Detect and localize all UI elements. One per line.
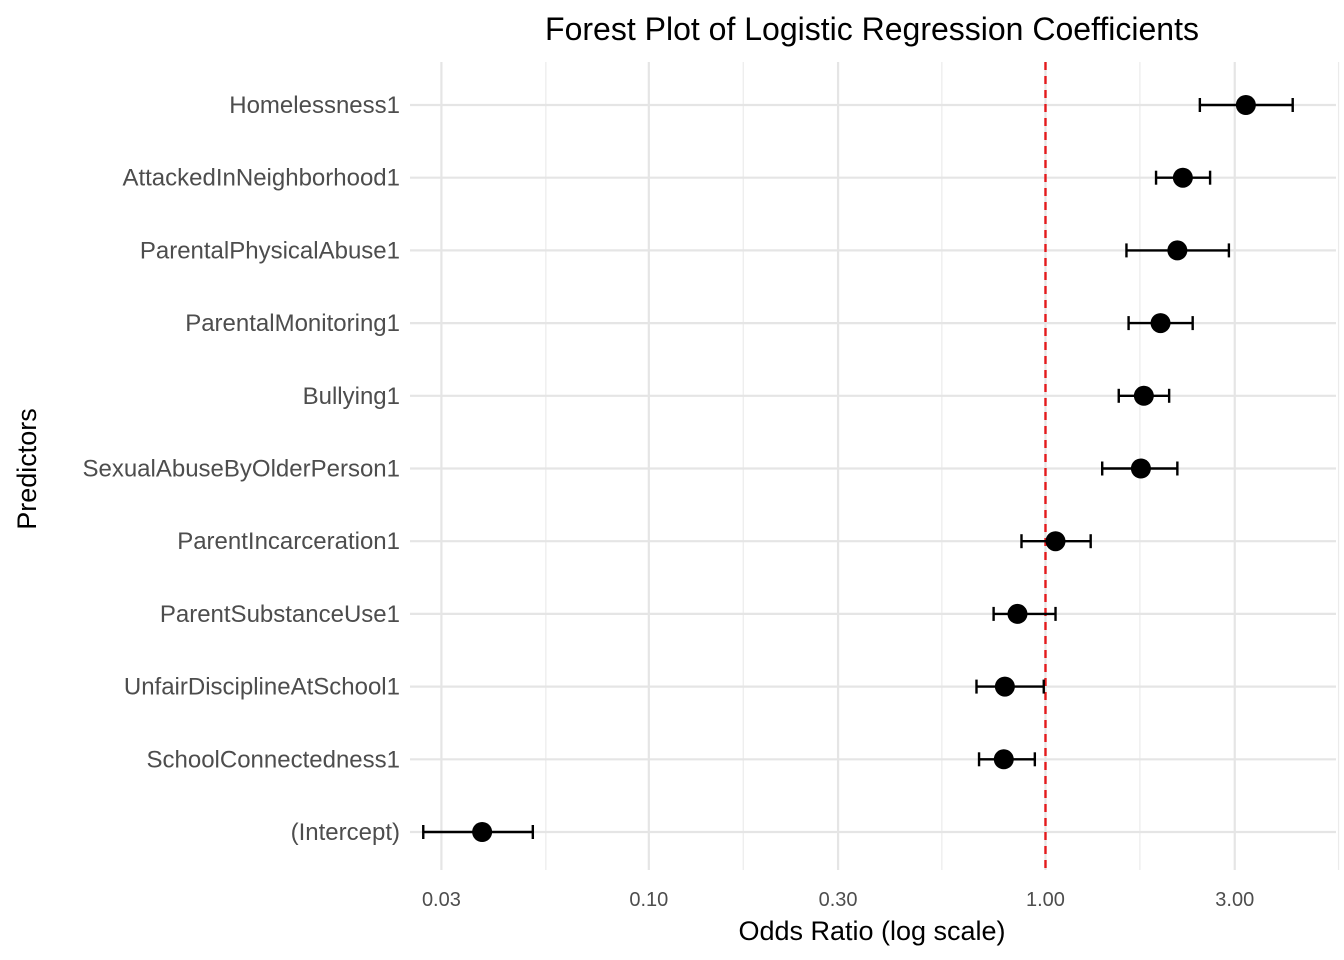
y-tick-label: Homelessness1 xyxy=(229,92,400,119)
odds-ratio-point xyxy=(1235,95,1256,115)
odds-ratio-point xyxy=(472,822,493,842)
y-tick-label: ParentSubstanceUse1 xyxy=(160,601,400,628)
y-tick-label: ParentalPhysicalAbuse1 xyxy=(140,237,400,264)
marks xyxy=(422,95,1294,842)
x-tick-label: 3.00 xyxy=(1215,889,1254,911)
y-tick-label: UnfairDisciplineAtSchool1 xyxy=(124,674,400,701)
odds-ratio-point xyxy=(1007,603,1028,624)
odds-ratio-point xyxy=(993,749,1014,770)
odds-ratio-point xyxy=(1133,385,1154,406)
odds-ratio-point xyxy=(1150,313,1171,334)
y-tick-label: ParentIncarceration1 xyxy=(177,528,400,555)
y-tick-labels: Homelessness1 AttackedInNeighborhood1 Pare… xyxy=(82,92,400,846)
odds-ratio-point xyxy=(1172,167,1193,188)
predictor-row xyxy=(975,676,1045,697)
x-tick-labels: 0.03 0.10 0.30 1.00 3.00 xyxy=(422,889,1254,911)
predictor-row xyxy=(1127,313,1194,334)
predictor-row xyxy=(1020,531,1092,552)
y-tick-label: (Intercept) xyxy=(291,819,400,846)
grid xyxy=(410,62,1340,870)
x-tick-label: 0.03 xyxy=(422,889,461,911)
predictor-row xyxy=(1117,385,1171,406)
odds-ratio-point xyxy=(1045,531,1066,552)
y-tick-label: Bullying1 xyxy=(303,383,400,410)
y-tick-label: SexualAbuseByOlderPerson1 xyxy=(82,456,400,483)
predictor-row xyxy=(1125,240,1231,261)
odds-ratio-point xyxy=(1167,240,1188,261)
predictor-row xyxy=(1101,458,1179,479)
x-tick-label: 0.10 xyxy=(629,889,668,911)
predictor-row xyxy=(422,822,535,842)
x-tick-label: 0.30 xyxy=(819,889,858,911)
predictor-row xyxy=(977,749,1037,770)
x-axis-title: Odds Ratio (log scale) xyxy=(738,916,1005,946)
x-tick-label: 1.00 xyxy=(1026,889,1065,911)
y-tick-label: AttackedInNeighborhood1 xyxy=(122,165,400,192)
chart-title: Forest Plot of Logistic Regression Coeff… xyxy=(545,11,1199,47)
odds-ratio-point xyxy=(1130,458,1151,479)
y-tick-label: SchoolConnectedness1 xyxy=(146,746,400,773)
y-tick-label: ParentalMonitoring1 xyxy=(185,310,400,337)
predictor-row xyxy=(1154,167,1212,188)
predictor-row xyxy=(992,603,1057,624)
predictor-row xyxy=(1198,95,1294,115)
odds-ratio-point xyxy=(994,676,1015,697)
y-axis-title: Predictors xyxy=(12,408,42,530)
